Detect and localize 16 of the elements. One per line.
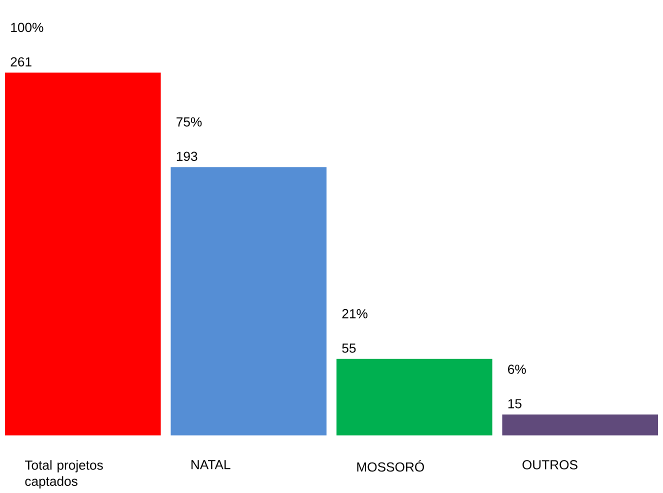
- bar: [502, 414, 658, 436]
- bar: [4, 72, 161, 436]
- annotation: 21%: [342, 309, 368, 318]
- bar: [170, 167, 327, 436]
- annotation: 75%: [176, 117, 202, 127]
- data-label: 193: [176, 152, 198, 162]
- x-tick-label: OUTROS: [522, 460, 578, 470]
- x-tick-label: MOSSORÓ: [357, 460, 424, 472]
- data-label: 261: [10, 57, 32, 67]
- bar: [336, 358, 492, 436]
- x-tick-label: Total projetos captados: [24, 460, 103, 489]
- data-label: 15: [508, 399, 522, 408]
- annotation: 6%: [508, 364, 526, 374]
- data-label: 55: [342, 344, 356, 353]
- x-tick-label: NATAL: [192, 460, 230, 470]
- text: 100%: [11, 22, 44, 32]
